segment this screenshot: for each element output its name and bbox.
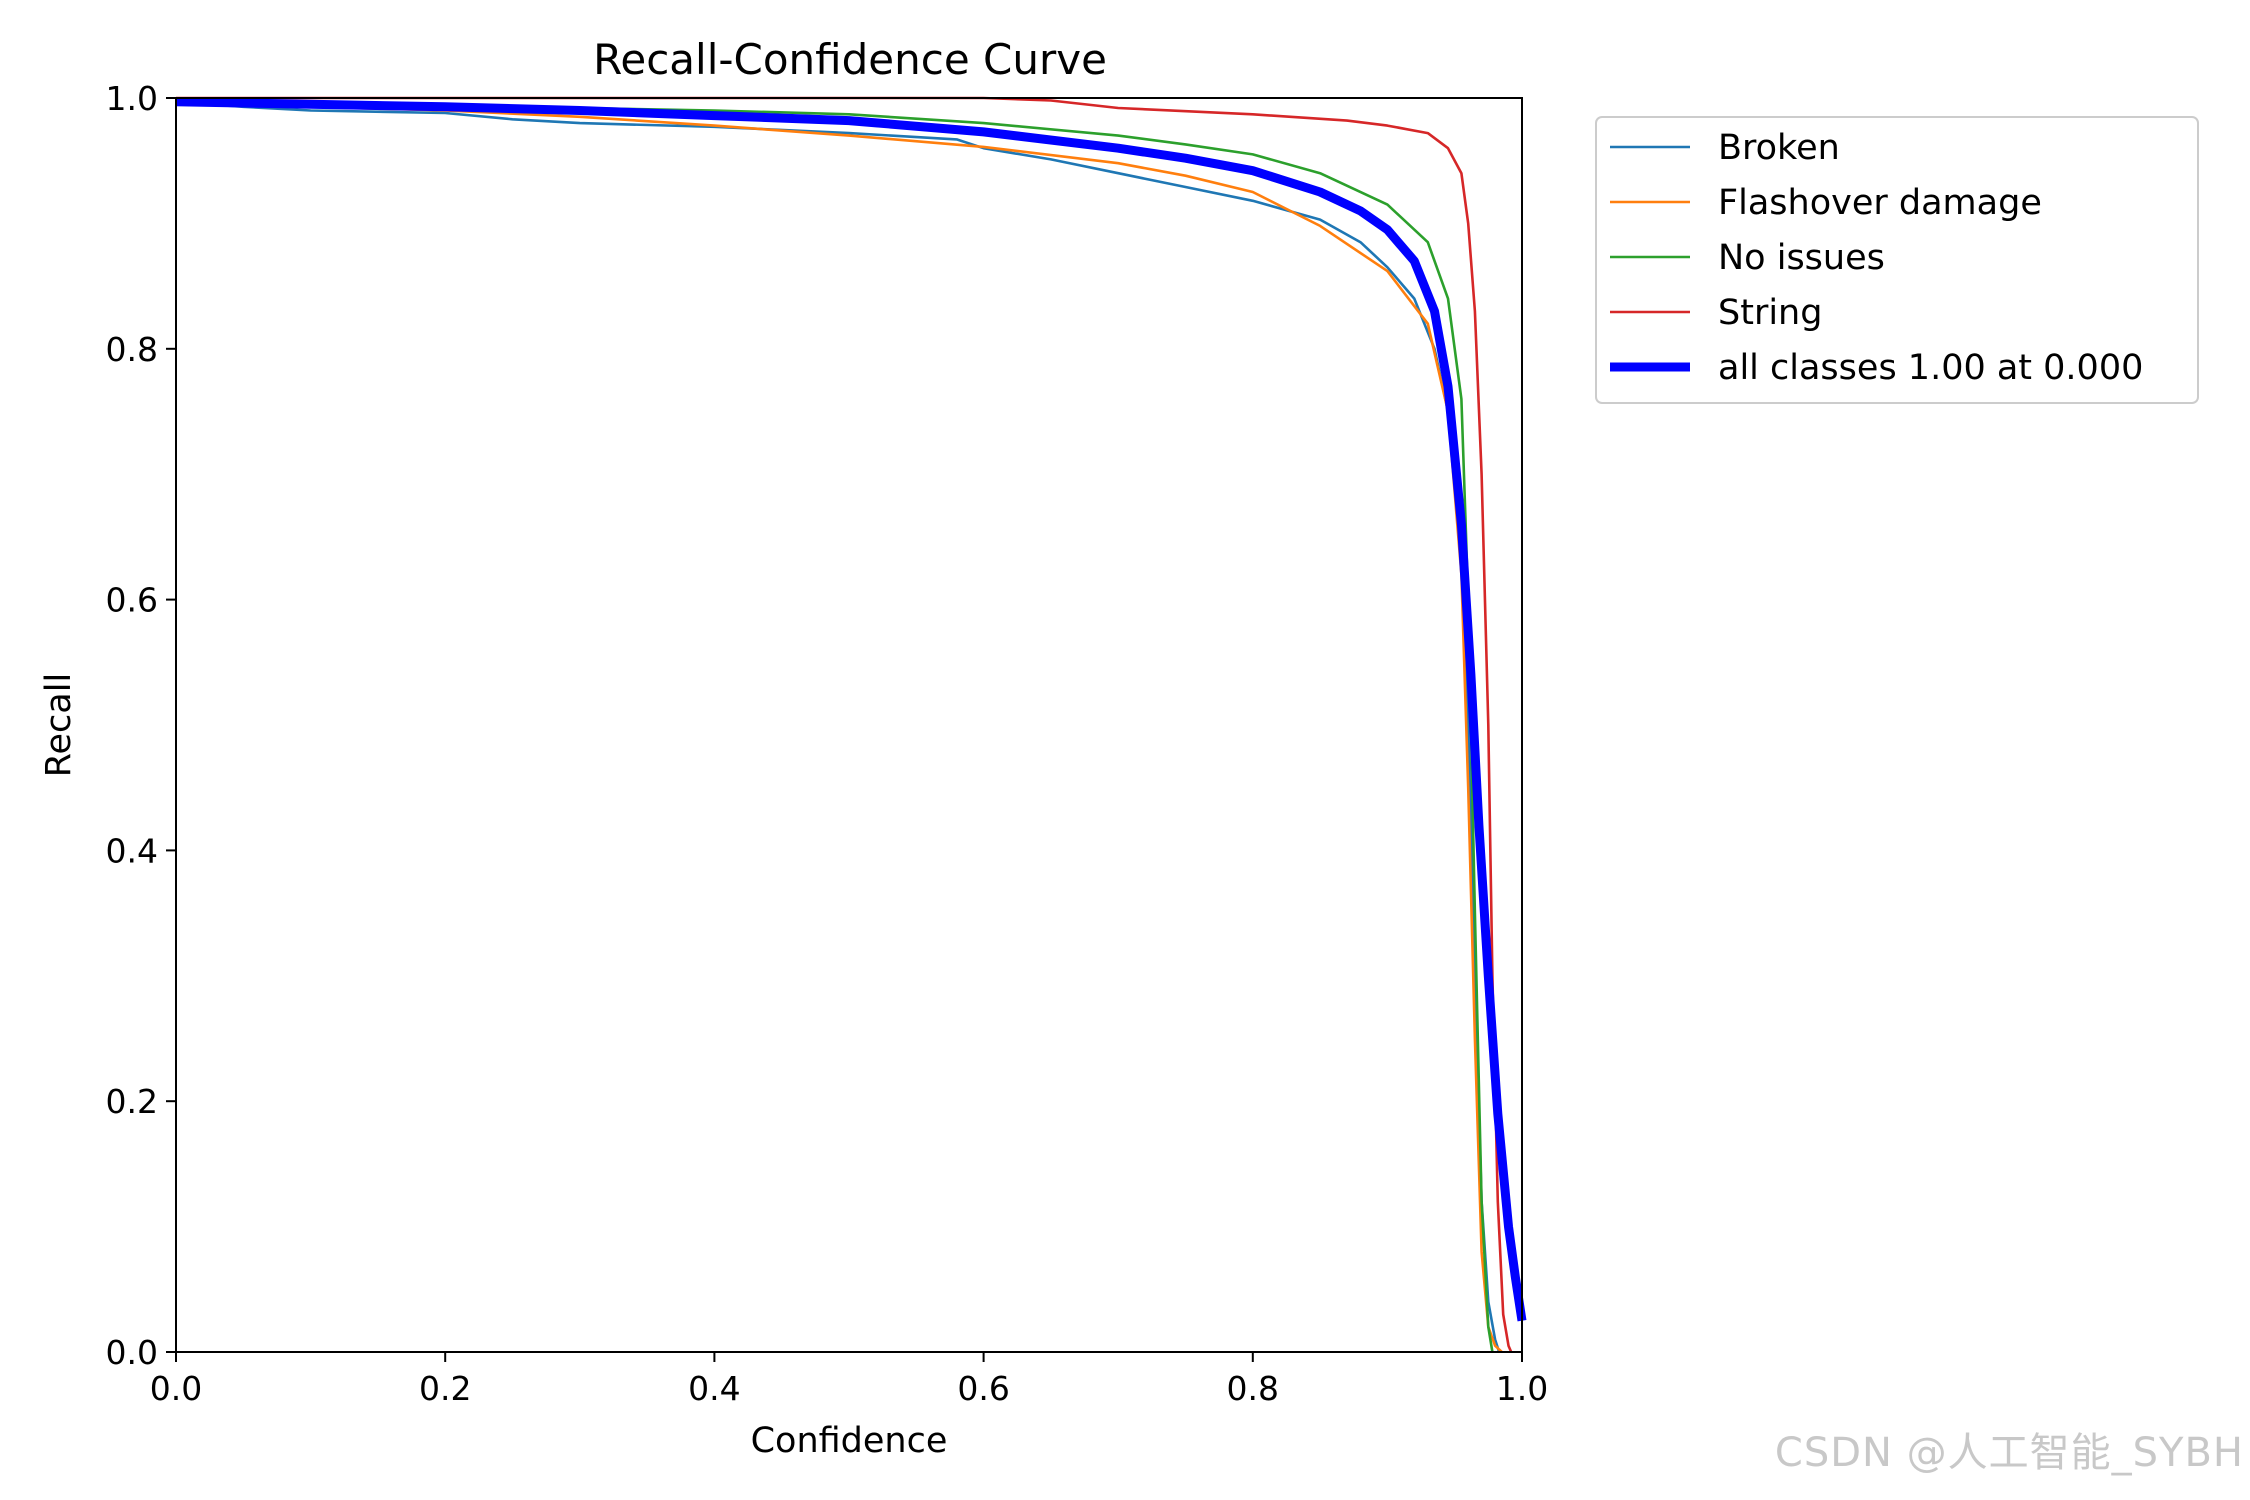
series-line-0 xyxy=(175,100,1501,1353)
x-axis-label: Confidence xyxy=(751,1421,948,1461)
x-tick-label: 0.4 xyxy=(688,1369,740,1408)
legend-frame xyxy=(1595,116,2199,404)
plot-frame xyxy=(175,97,1523,1353)
chart-title: Recall-Confidence Curve xyxy=(593,35,1107,84)
series-line-2 xyxy=(175,99,1494,1353)
legend-label: Broken xyxy=(1718,128,1840,168)
legend-label: String xyxy=(1718,293,1822,333)
x-tick-label: 0.0 xyxy=(150,1369,202,1408)
legend-label: No issues xyxy=(1718,238,1885,278)
y-tick-label: 0.8 xyxy=(106,330,158,369)
y-tick-label: 0.4 xyxy=(106,831,158,870)
x-tick-label: 1.0 xyxy=(1496,1369,1548,1408)
x-axis-ticks: 0.0 0.2 0.4 0.6 0.8 1.0 xyxy=(150,1352,1548,1408)
y-tick-label: 0.2 xyxy=(106,1082,158,1121)
series-line-1 xyxy=(175,100,1503,1353)
y-tick-label: 1.0 xyxy=(106,79,158,118)
plot-lines xyxy=(175,96,1527,1353)
legend-label: Flashover damage xyxy=(1718,183,2042,223)
legend-label: all classes 1.00 at 0.000 xyxy=(1718,348,2143,388)
legend: Broken Flashover damage No issues String all… xyxy=(1595,116,2199,404)
series-line-4 xyxy=(175,97,1527,1322)
x-tick-label: 0.6 xyxy=(957,1369,1009,1408)
x-tick-label: 0.8 xyxy=(1227,1369,1279,1408)
y-tick-label: 0.0 xyxy=(106,1333,158,1372)
x-tick-label: 0.2 xyxy=(419,1369,471,1408)
series-line-3 xyxy=(176,96,1513,1353)
y-axis-label: Recall xyxy=(39,673,79,777)
y-axis-ticks: 0.0 0.2 0.4 0.6 0.8 1.0 xyxy=(106,79,176,1372)
watermark-text: CSDN @人工智能_SYBH xyxy=(1774,1430,2244,1476)
y-tick-label: 0.6 xyxy=(106,581,158,620)
